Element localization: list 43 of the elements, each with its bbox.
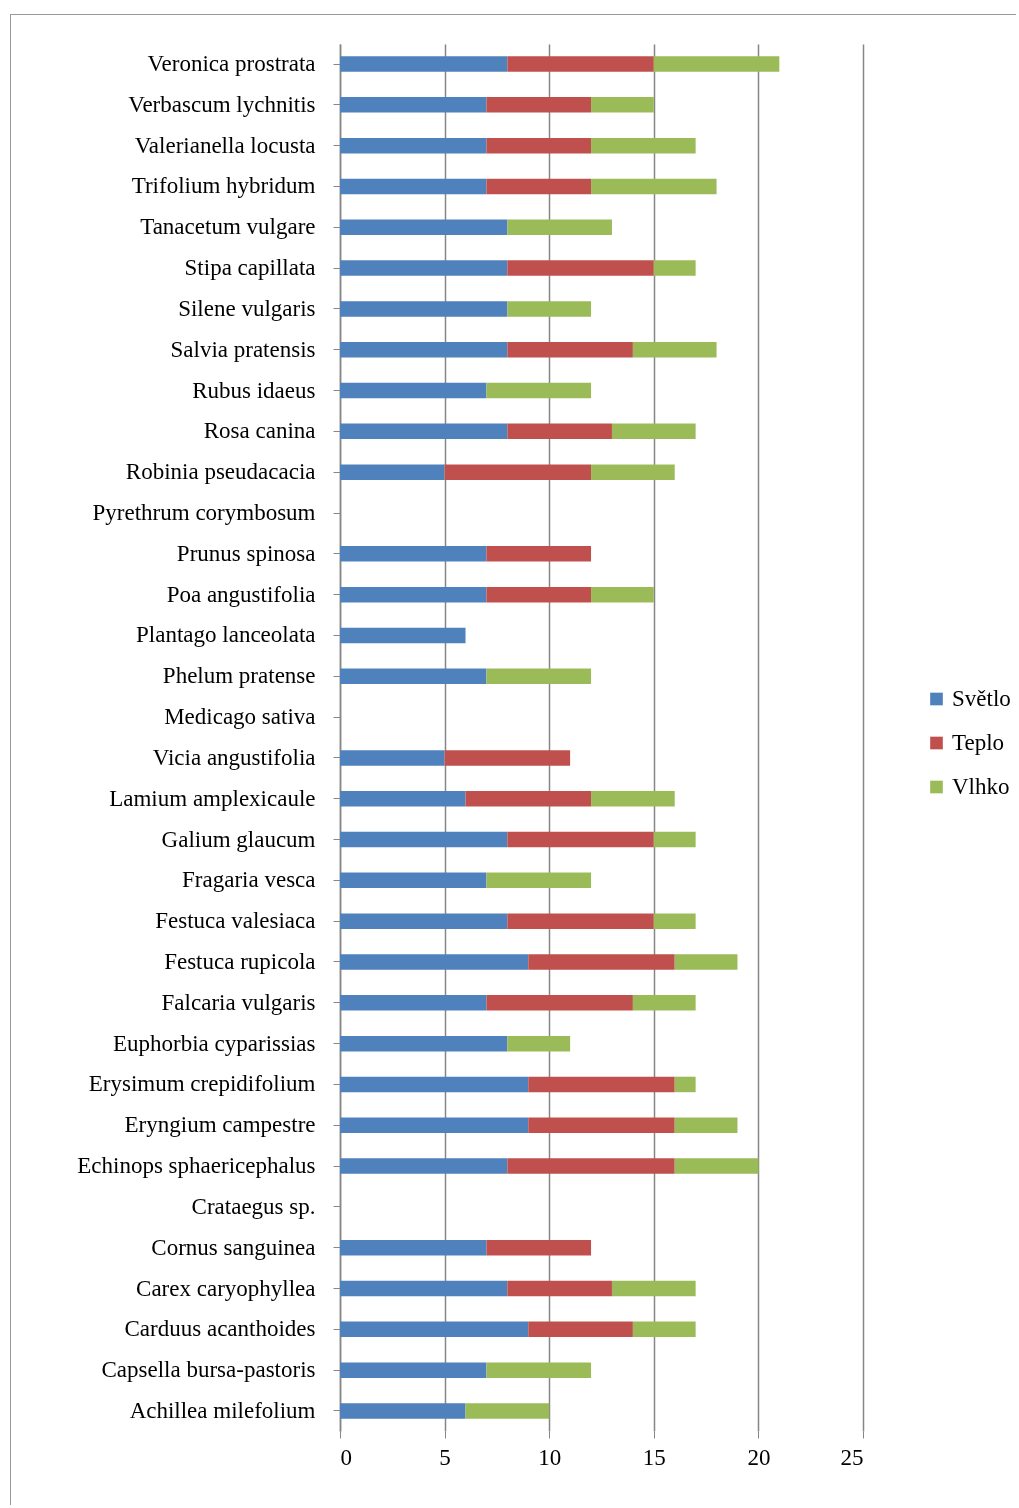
- y-tick-label: Falcaria vulgaris: [161, 989, 316, 1015]
- y-tick-label: Cornus sanguinea: [151, 1234, 316, 1260]
- y-tick-label: Rubus idaeus: [192, 377, 316, 403]
- y-tick-label: Lamium amplexicaule: [109, 785, 316, 811]
- y-tick-label: Eryngium campestre: [124, 1112, 316, 1138]
- y-tick-label: Euphorbia cyparissias: [113, 1030, 316, 1056]
- y-tick-label: Fragaria vesca: [182, 867, 316, 893]
- y-tick-label: Carduus acanthoides: [124, 1316, 316, 1342]
- y-tick-label: Veronica prostrata: [147, 51, 316, 76]
- y-tick-label: Achillea milefolium: [129, 1398, 316, 1423]
- legend-label: Světlo: [952, 686, 1011, 711]
- y-tick-label: Carex caryophyllea: [136, 1275, 316, 1301]
- y-tick-label: Robinia pseudacacia: [125, 459, 316, 485]
- y-tick-label: Erysimum crepidifolium: [88, 1071, 316, 1097]
- x-tick-label: 10: [538, 1444, 562, 1470]
- y-tick-label: Stipa capillata: [184, 255, 316, 281]
- y-tick-label: Festuca valesiaca: [155, 908, 316, 934]
- y-tick-label: Poa angustifolia: [166, 581, 316, 607]
- y-tick-label: Tanacetum vulgare: [140, 214, 316, 240]
- y-tick-label: Vicia angustifolia: [152, 744, 316, 770]
- y-tick-label: Silene vulgaris: [178, 295, 316, 321]
- x-tick-label: 15: [642, 1444, 666, 1470]
- y-tick-label: Verbascum lychnitis: [128, 91, 316, 117]
- y-tick-label: Prunus spinosa: [176, 540, 316, 566]
- y-tick-label: Plantago lanceolata: [136, 622, 316, 648]
- y-tick-label: Trifolium hybridum: [131, 173, 316, 199]
- x-tick-label: 20: [747, 1444, 771, 1470]
- y-tick-label: Pyrethrum corymbosum: [92, 500, 316, 525]
- x-tick-label: 5: [439, 1444, 451, 1470]
- x-tick-label: 25: [840, 1444, 864, 1470]
- y-tick-label: Medicago sativa: [164, 704, 316, 730]
- legend-label: Teplo: [952, 730, 1005, 755]
- y-tick-label: Crataegus sp.: [191, 1193, 316, 1219]
- y-tick-label: Rosa canina: [203, 418, 316, 444]
- y-tick-label: Capsella bursa-pastoris: [101, 1357, 316, 1383]
- y-tick-label: Valerianella locusta: [134, 132, 316, 158]
- y-tick-label: Galium glaucum: [161, 826, 316, 852]
- legend-label: Vlhko: [952, 774, 1010, 799]
- y-tick-label: Salvia pratensis: [170, 336, 316, 362]
- y-tick-label: Phelum pratense: [162, 663, 316, 689]
- y-tick-label: Echinops sphaericephalus: [77, 1153, 316, 1179]
- y-tick-label: Festuca rupicola: [164, 949, 316, 974]
- x-tick-label: 0: [340, 1444, 352, 1470]
